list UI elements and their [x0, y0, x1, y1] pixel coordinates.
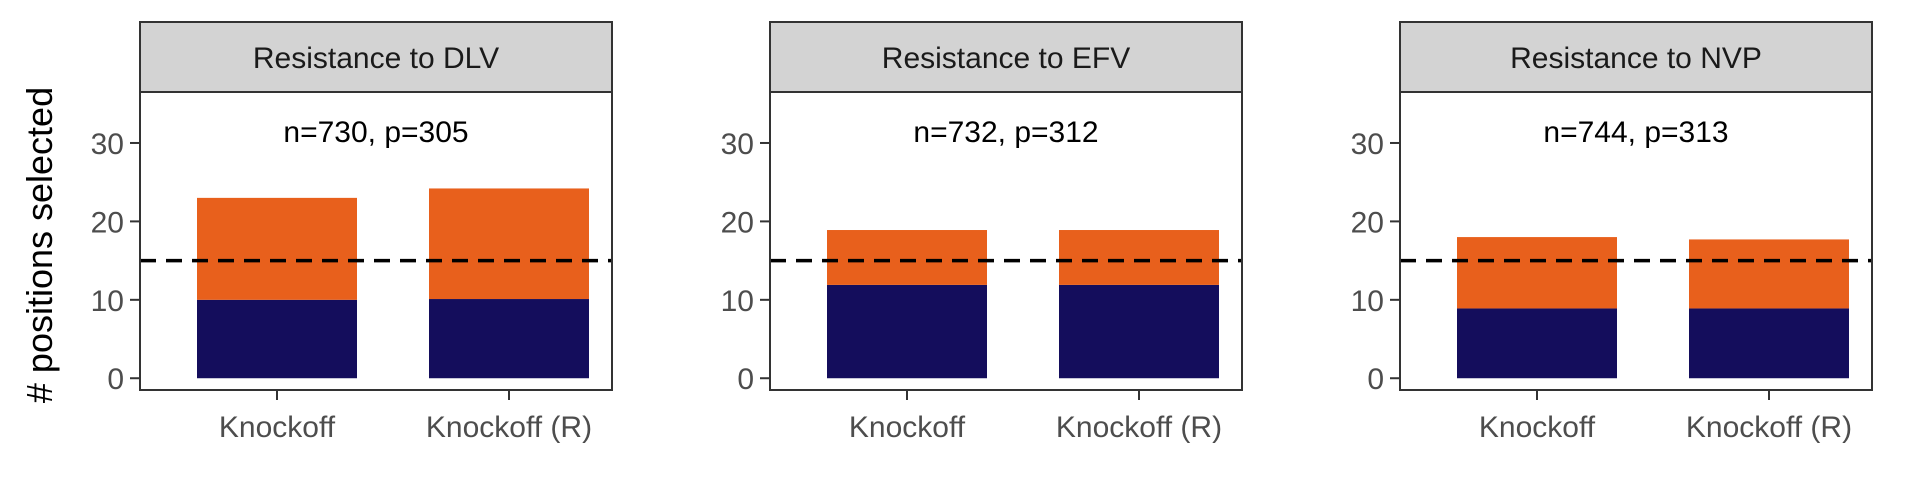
- x-tick-label: Knockoff: [219, 411, 336, 444]
- y-tick-label: 0: [1367, 363, 1384, 396]
- y-tick-label: 20: [91, 206, 124, 239]
- y-tick-label: 10: [1351, 285, 1384, 318]
- sample-size-annotation: n=732, p=312: [913, 116, 1098, 149]
- sample-size-annotation: n=730, p=305: [283, 116, 468, 149]
- facet-strip: [139, 21, 613, 93]
- x-tick-label: Knockoff: [849, 411, 966, 444]
- bar-bottom-segment: [1059, 284, 1219, 379]
- panels: Resistance to DLV Knockoff Knockoff (R) 0 10…: [91, 21, 1873, 444]
- y-tick-label: 30: [1351, 128, 1384, 161]
- bar-top-segment: [1457, 237, 1617, 309]
- bar-bottom-segment: [1689, 308, 1849, 379]
- x-tick-label: Knockoff: [1479, 411, 1596, 444]
- x-tick-label: Knockoff (R): [426, 411, 592, 444]
- y-axis-title: # positions selected: [19, 87, 60, 403]
- bar-bottom-segment: [197, 299, 357, 379]
- y-tick-label: 0: [737, 363, 754, 396]
- bar-top-segment: [827, 230, 987, 285]
- panel-1: Resistance to DLV Knockoff Knockoff (R) 0 10…: [91, 21, 613, 444]
- panel-border: [769, 91, 1243, 391]
- y-tick-label: 30: [91, 128, 124, 161]
- panel-border: [139, 91, 613, 391]
- y-tick-label: 30: [721, 128, 754, 161]
- bar-top-segment: [1689, 239, 1849, 309]
- bar-top-segment: [1059, 230, 1219, 285]
- facet-title: Resistance to DLV: [253, 42, 499, 75]
- panel-2: Resistance to EFV Knockoff Knockoff (R) 0 10…: [721, 21, 1243, 444]
- facet-title: Resistance to EFV: [882, 42, 1130, 75]
- y-tick-label: 0: [107, 363, 124, 396]
- bar-bottom-segment: [429, 299, 589, 379]
- bar-top-segment: [429, 188, 589, 300]
- sample-size-annotation: n=744, p=313: [1543, 116, 1728, 149]
- bar-bottom-segment: [1457, 308, 1617, 379]
- bar-bottom-segment: [827, 284, 987, 379]
- facet-strip: [769, 21, 1243, 93]
- y-tick-label: 20: [721, 206, 754, 239]
- y-tick-label: 10: [91, 285, 124, 318]
- panel-3: Resistance to NVP Knockoff Knockoff (R) 0 10…: [1351, 21, 1873, 444]
- facet-strip: [1399, 21, 1873, 93]
- y-tick-label: 20: [1351, 206, 1384, 239]
- x-tick-label: Knockoff (R): [1686, 411, 1852, 444]
- bar-top-segment: [197, 197, 357, 300]
- x-tick-label: Knockoff (R): [1056, 411, 1222, 444]
- y-tick-label: 10: [721, 285, 754, 318]
- panel-border: [1399, 91, 1873, 391]
- facet-title: Resistance to NVP: [1510, 42, 1762, 75]
